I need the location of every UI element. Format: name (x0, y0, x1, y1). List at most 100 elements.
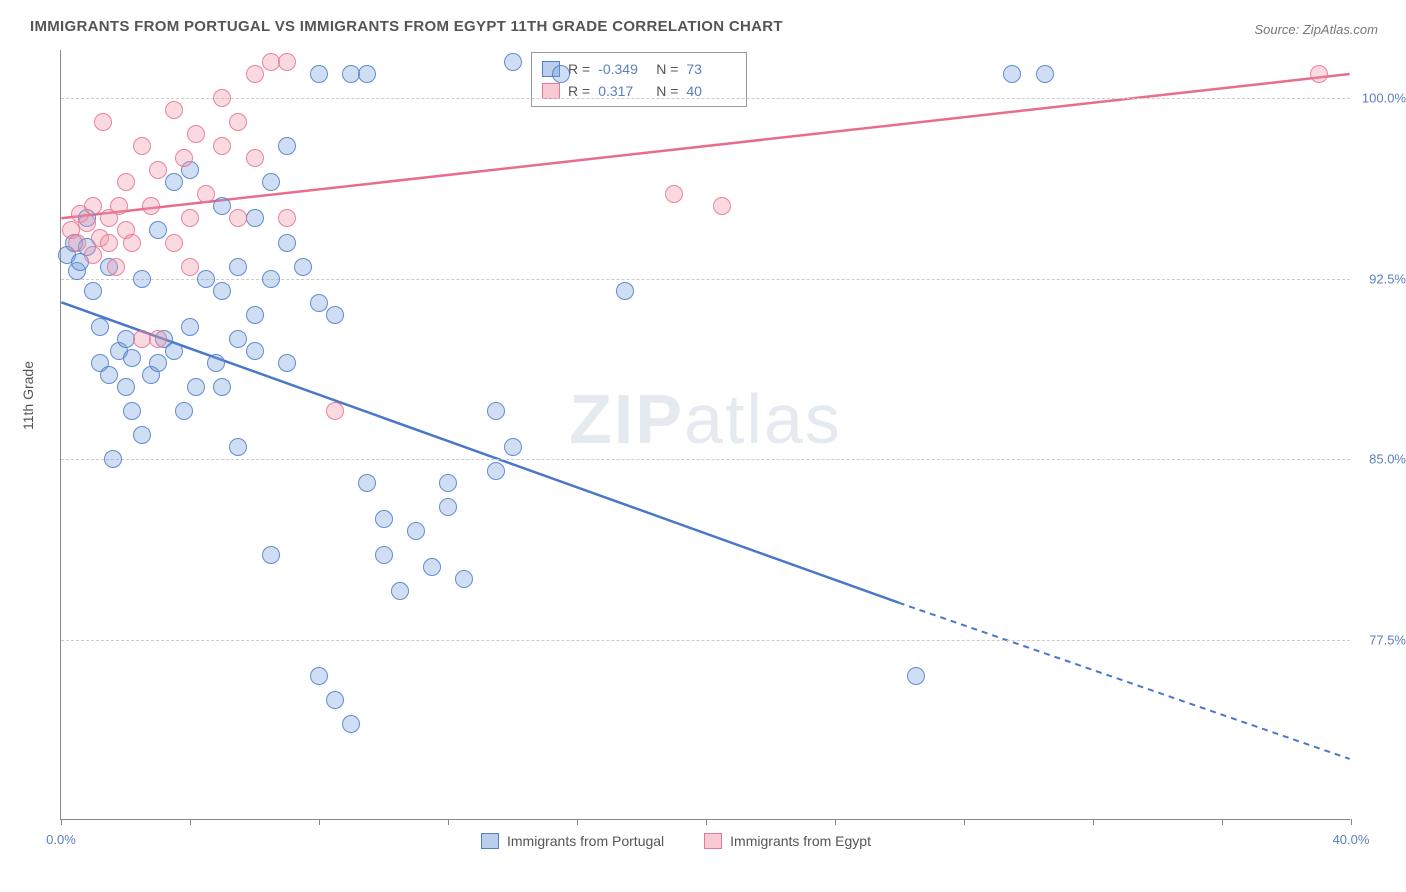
swatch-pink-icon (704, 833, 722, 849)
scatter-point (100, 234, 118, 252)
scatter-point (123, 234, 141, 252)
x-tick-label: 40.0% (1333, 832, 1370, 847)
y-tick-label: 85.0% (1369, 452, 1406, 467)
scatter-plot-area: ZIPatlas R = -0.349 N = 73 R = 0.317 N =… (60, 50, 1350, 820)
scatter-point (133, 137, 151, 155)
scatter-point (84, 197, 102, 215)
x-tick (706, 819, 707, 825)
legend-n-label: N = (656, 83, 678, 99)
legend-r-label: R = (568, 83, 590, 99)
scatter-point (94, 113, 112, 131)
bottom-legend-label-egypt: Immigrants from Egypt (730, 833, 871, 849)
scatter-point (310, 65, 328, 83)
scatter-point (278, 209, 296, 227)
scatter-point (907, 667, 925, 685)
scatter-point (104, 450, 122, 468)
scatter-point (197, 270, 215, 288)
scatter-point (181, 209, 199, 227)
watermark-bold: ZIP (569, 380, 684, 458)
scatter-point (149, 221, 167, 239)
y-axis-label: 11th Grade (20, 361, 36, 430)
scatter-point (213, 89, 231, 107)
scatter-point (552, 65, 570, 83)
scatter-point (175, 149, 193, 167)
swatch-blue-icon (481, 833, 499, 849)
legend-r-value-portugal: -0.349 (598, 61, 648, 77)
scatter-point (78, 214, 96, 232)
scatter-point (1036, 65, 1054, 83)
scatter-point (487, 402, 505, 420)
scatter-point (229, 113, 247, 131)
scatter-point (175, 402, 193, 420)
x-tick (1222, 819, 1223, 825)
scatter-point (294, 258, 312, 276)
scatter-point (439, 474, 457, 492)
scatter-point (91, 318, 109, 336)
scatter-point (187, 125, 205, 143)
scatter-point (165, 173, 183, 191)
scatter-point (310, 667, 328, 685)
legend-row-portugal: R = -0.349 N = 73 (542, 58, 736, 80)
scatter-point (423, 558, 441, 576)
scatter-point (110, 197, 128, 215)
x-tick (319, 819, 320, 825)
scatter-point (149, 330, 167, 348)
scatter-point (213, 282, 231, 300)
scatter-point (262, 173, 280, 191)
scatter-point (310, 294, 328, 312)
scatter-point (100, 366, 118, 384)
scatter-point (713, 197, 731, 215)
legend-n-label: N = (656, 61, 678, 77)
bottom-legend: Immigrants from Portugal Immigrants from… (481, 833, 871, 849)
scatter-point (246, 65, 264, 83)
scatter-point (84, 246, 102, 264)
swatch-pink-icon (542, 83, 560, 99)
scatter-point (123, 402, 141, 420)
scatter-point (504, 53, 522, 71)
legend-n-value-portugal: 73 (686, 61, 736, 77)
scatter-point (117, 173, 135, 191)
scatter-point (197, 185, 215, 203)
scatter-point (187, 378, 205, 396)
x-tick (1351, 819, 1352, 825)
gridline-h (61, 459, 1350, 460)
scatter-point (246, 306, 264, 324)
scatter-point (123, 349, 141, 367)
scatter-point (278, 354, 296, 372)
scatter-point (262, 270, 280, 288)
scatter-point (117, 378, 135, 396)
scatter-point (165, 342, 183, 360)
scatter-point (213, 378, 231, 396)
scatter-point (149, 161, 167, 179)
scatter-point (165, 234, 183, 252)
legend-r-label: R = (568, 61, 590, 77)
scatter-point (149, 354, 167, 372)
bottom-legend-portugal: Immigrants from Portugal (481, 833, 664, 849)
watermark-text: ZIPatlas (569, 379, 842, 459)
scatter-point (616, 282, 634, 300)
source-attribution: Source: ZipAtlas.com (1254, 22, 1378, 37)
gridline-h (61, 640, 1350, 641)
x-tick (1093, 819, 1094, 825)
source-label: Source: (1254, 22, 1302, 37)
x-tick (448, 819, 449, 825)
scatter-point (487, 462, 505, 480)
scatter-point (358, 65, 376, 83)
scatter-point (213, 137, 231, 155)
source-name: ZipAtlas.com (1303, 22, 1378, 37)
chart-title: IMMIGRANTS FROM PORTUGAL VS IMMIGRANTS F… (30, 18, 783, 35)
gridline-h (61, 98, 1350, 99)
scatter-point (358, 474, 376, 492)
scatter-point (375, 510, 393, 528)
scatter-point (68, 234, 86, 252)
scatter-point (229, 258, 247, 276)
legend-r-value-egypt: 0.317 (598, 83, 648, 99)
scatter-point (229, 330, 247, 348)
scatter-point (391, 582, 409, 600)
scatter-point (1310, 65, 1328, 83)
x-tick (61, 819, 62, 825)
scatter-point (207, 354, 225, 372)
scatter-point (181, 258, 199, 276)
scatter-point (229, 438, 247, 456)
scatter-point (278, 137, 296, 155)
